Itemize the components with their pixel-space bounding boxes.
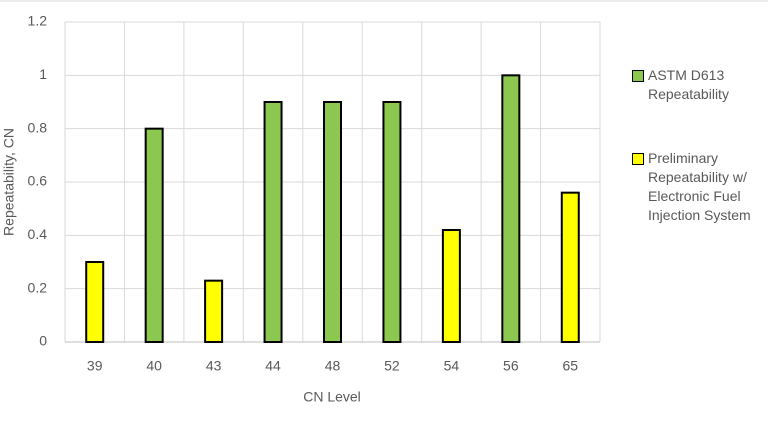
legend-entry: ASTM D613 Repeatability <box>632 66 768 104</box>
x-tick-label: 65 <box>562 358 578 374</box>
bar <box>144 127 164 343</box>
y-tick-label: 1 <box>39 66 47 82</box>
x-tick-label: 52 <box>384 358 400 374</box>
bar <box>441 229 461 343</box>
bar <box>560 191 580 343</box>
y-tick-label: 0.6 <box>28 173 48 189</box>
bar <box>263 101 283 343</box>
x-tick-label: 56 <box>503 358 519 374</box>
bar <box>204 279 224 343</box>
x-tick-label: 48 <box>325 358 341 374</box>
legend-swatch <box>632 153 644 165</box>
x-axis-title: CN Level <box>303 389 361 405</box>
bar <box>501 74 521 343</box>
bar <box>85 261 105 343</box>
y-tick-label: 0.8 <box>28 119 48 135</box>
bar <box>323 101 342 343</box>
x-tick-label: 54 <box>444 358 460 374</box>
legend-label: ASTM D613 Repeatability <box>648 67 729 102</box>
x-tick-label: 39 <box>87 358 103 374</box>
legend-label: Preliminary Repeatability w/ Electronic … <box>648 150 751 223</box>
y-tick-label: 1.2 <box>28 13 48 29</box>
legend-swatch <box>632 70 644 82</box>
x-tick-label: 44 <box>265 358 281 374</box>
x-tick-label: 43 <box>206 358 222 374</box>
y-tick-label: 0.4 <box>28 226 48 242</box>
y-tick-label: 0 <box>39 333 47 349</box>
legend-entry: Preliminary Repeatability w/ Electronic … <box>632 149 768 225</box>
y-tick-label: 0.2 <box>28 279 48 295</box>
y-axis-title: Repeatability, CN <box>1 128 17 236</box>
x-tick-label: 40 <box>146 358 162 374</box>
bar <box>382 101 402 343</box>
